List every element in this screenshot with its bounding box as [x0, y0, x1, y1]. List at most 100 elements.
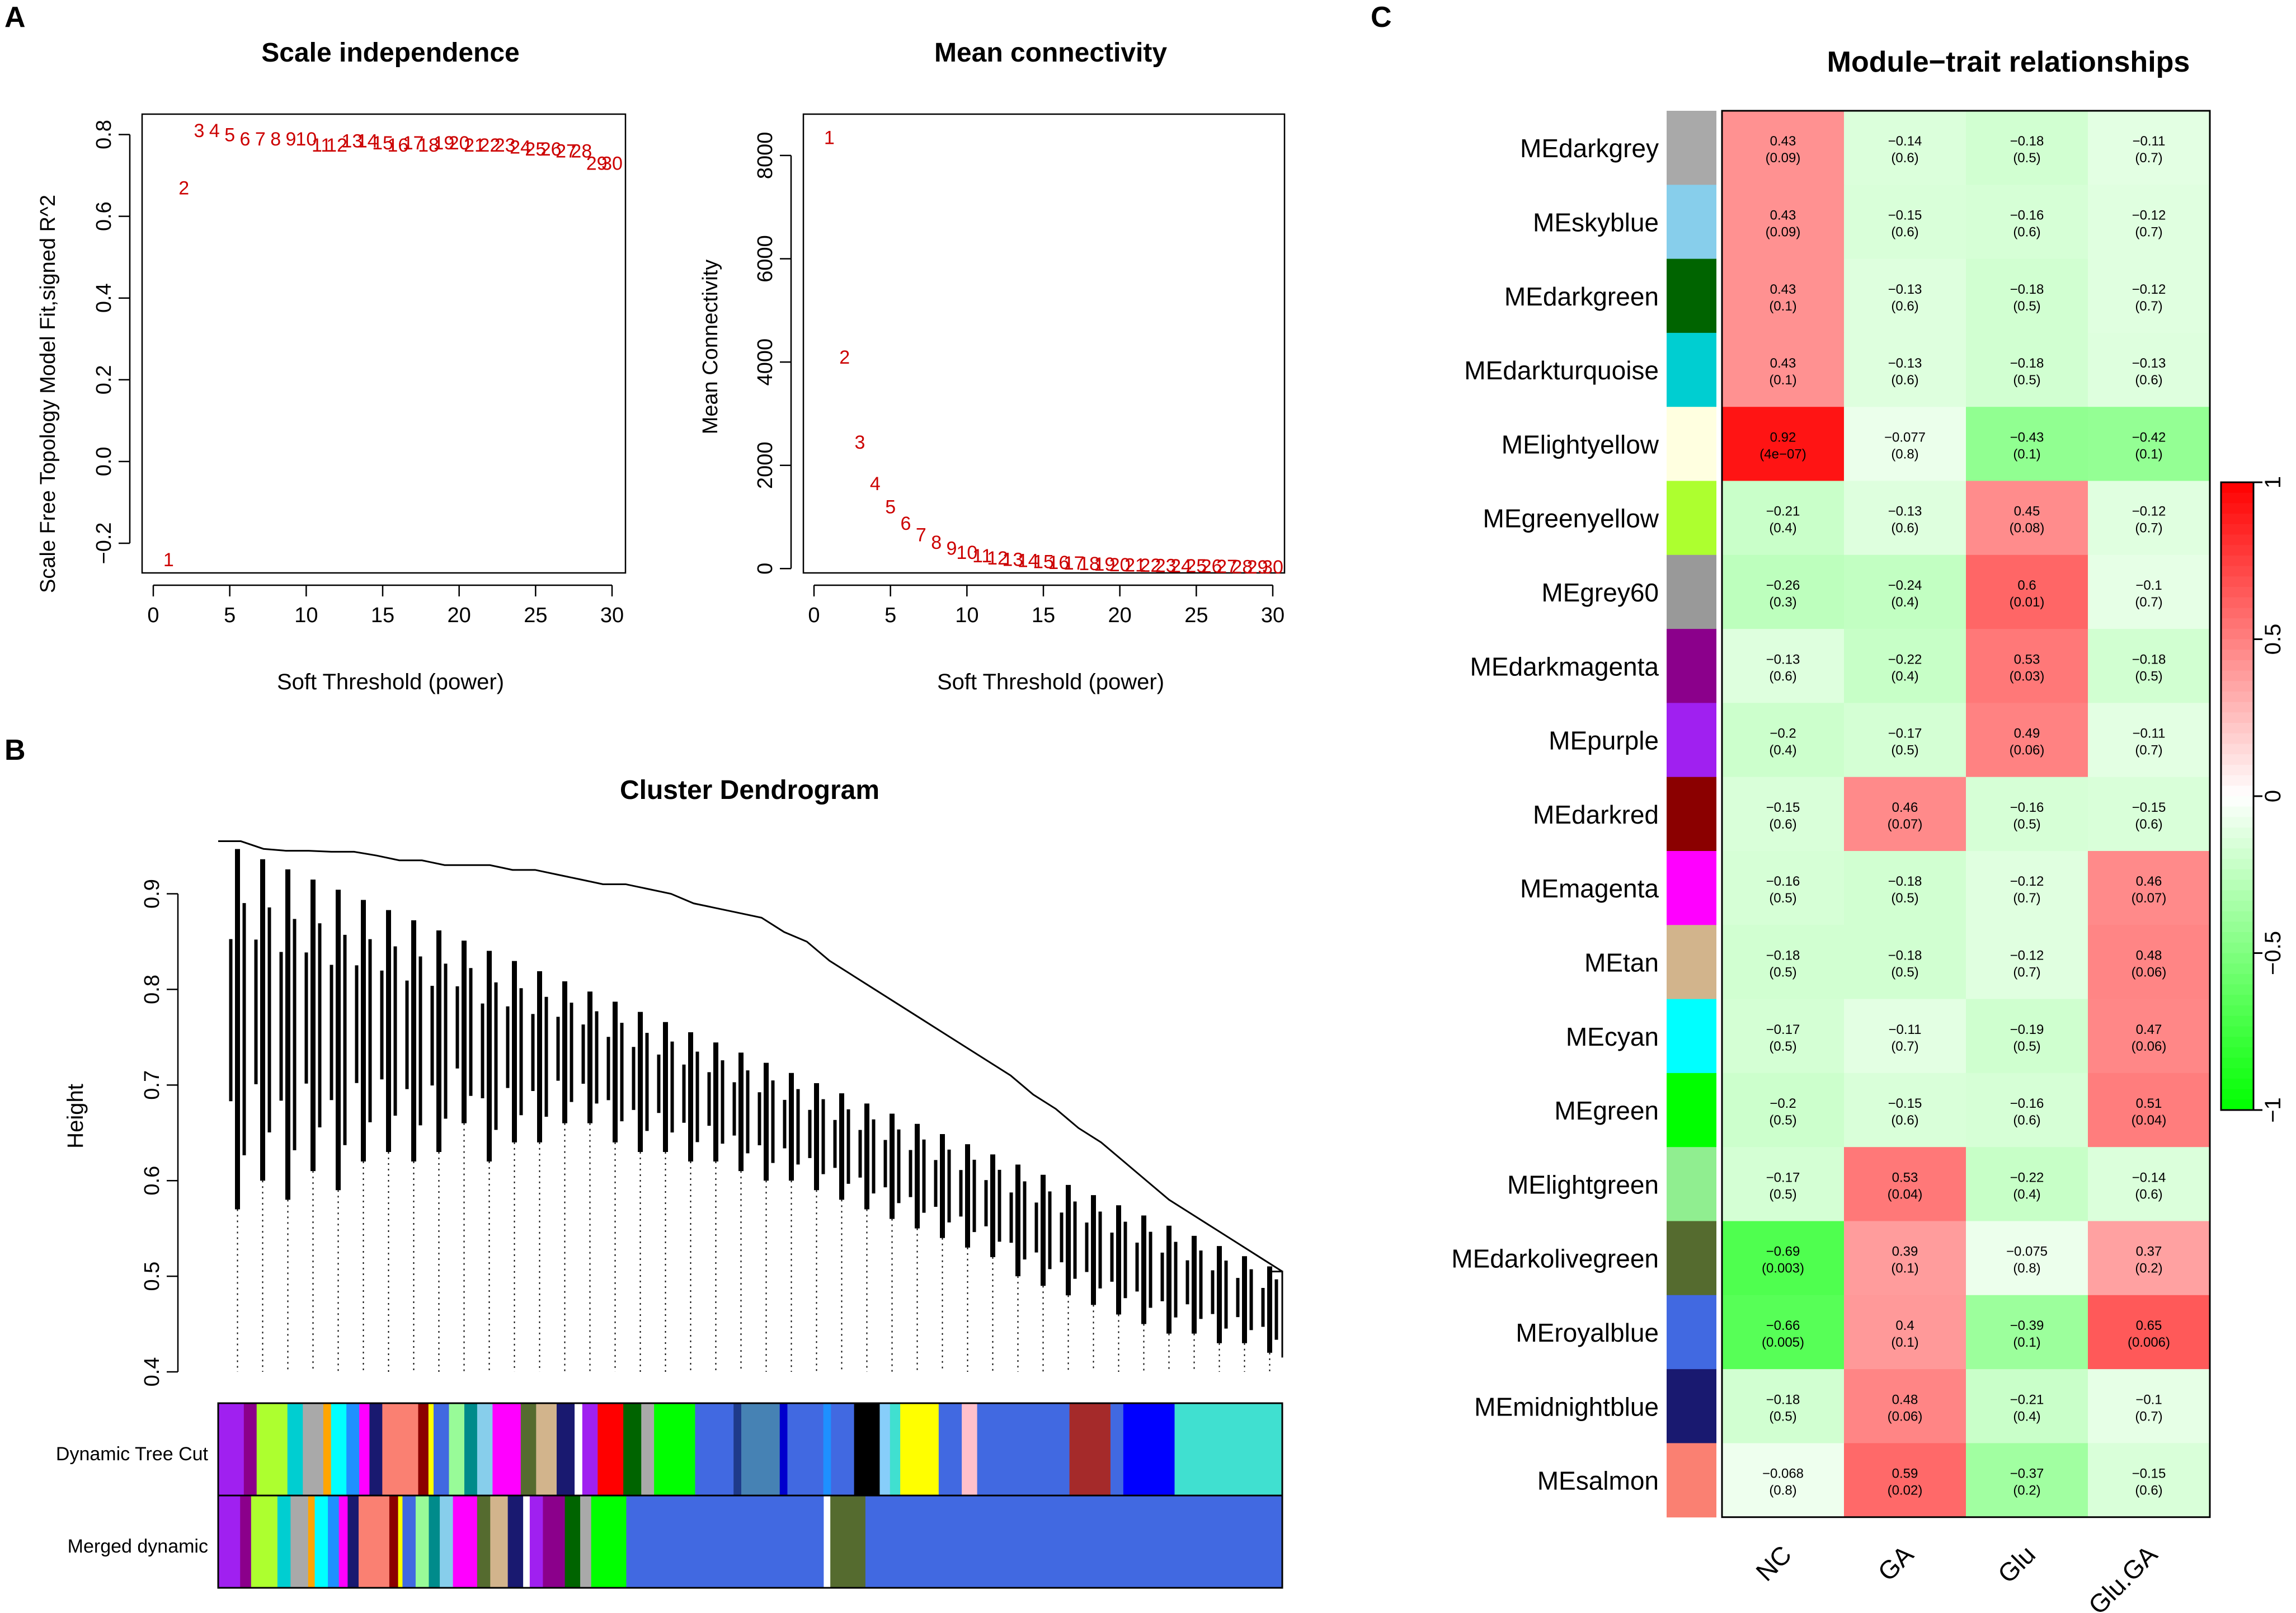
scale-independence-point-label: 3 [194, 120, 205, 142]
heatmap-cell-pvalue: (0.7) [2135, 299, 2162, 314]
mean-connectivity-point-label: 24 [1170, 556, 1192, 577]
scale-independence-x-tick-label: 20 [448, 604, 471, 627]
heatmap-cell [1844, 1221, 1966, 1296]
module-row-label: MEsalmon [1537, 1466, 1659, 1496]
module-trait-heatmap: Module−trait relationships MEdarkgrey 0.4… [1451, 46, 2285, 1613]
mean-connectivity-x-tick-label: 10 [955, 604, 978, 627]
colorbar-step [2221, 660, 2253, 671]
colorbar-step [2221, 1099, 2253, 1111]
heatmap-cell-value: 0.43 [1770, 134, 1796, 149]
heatmap-cell-pvalue: (0.005) [1762, 1335, 1804, 1350]
module-color-segment [358, 1496, 390, 1588]
module-row-label: MEskyblue [1533, 208, 1659, 237]
module-color-segment [641, 1403, 655, 1496]
scale-independence-point-label: 24 [510, 137, 531, 158]
colorbar-step [2221, 482, 2253, 493]
module-color-segment [626, 1496, 824, 1588]
heatmap-cell-value: −0.16 [1766, 874, 1800, 889]
heatmap-cell-value: −0.12 [2132, 504, 2166, 519]
dendrogram-ylabel: Height [63, 1084, 88, 1149]
colorbar-label-dynamic-tree-cut: Dynamic Tree Cut [56, 1443, 209, 1465]
heatmap-cell-value: −0.18 [2132, 652, 2166, 667]
mean-connectivity-x-tick-label: 0 [808, 604, 820, 627]
module-row-label: MEtan [1584, 948, 1659, 977]
heatmap-cell-pvalue: (0.6) [2013, 224, 2040, 239]
heatmap-cell-pvalue: (0.5) [1769, 1113, 1796, 1128]
mean-connectivity-point-label: 22 [1140, 555, 1161, 576]
colorbar-step [2221, 681, 2253, 692]
mean-connectivity-point-label: 28 [1231, 557, 1253, 578]
heatmap-cell-value: −0.19 [2010, 1022, 2044, 1037]
heatmap-cell-value: −0.11 [1889, 1022, 1922, 1037]
dendrogram-sub-branch [959, 1159, 976, 1233]
heatmap-cell-value: −0.21 [1766, 504, 1800, 519]
heatmap-cell-value: 0.48 [2136, 948, 2162, 963]
module-row-label: MEgrey60 [1541, 578, 1659, 607]
colorbar-step [2221, 890, 2253, 901]
heatmap-cell-pvalue: (0.7) [2135, 521, 2162, 536]
module-row-label: MElightgreen [1507, 1170, 1659, 1199]
heatmap-cell [2088, 777, 2210, 852]
module-row-label: MEdarkmagenta [1470, 652, 1659, 681]
heatmap-cell [1966, 111, 2088, 185]
heatmap-cell [1844, 1369, 1966, 1443]
module-row-label: MEmagenta [1520, 874, 1659, 903]
heatmap-cell-value: −0.15 [1888, 208, 1922, 223]
heatmap-cell-pvalue: (0.2) [2135, 1261, 2162, 1276]
heatmap-cell [1722, 1369, 1845, 1443]
scale-independence-point-label: 23 [495, 135, 516, 156]
heatmap-cell-value: −0.66 [1766, 1318, 1800, 1333]
module-swatch [1667, 111, 1716, 185]
heatmap-cell [2088, 258, 2210, 333]
heatmap-cell [1722, 258, 1845, 333]
colorbar-step [2221, 838, 2253, 849]
heatmap-cell-pvalue: (0.6) [2135, 817, 2162, 832]
heatmap-cell-value: 0.53 [1892, 1170, 1918, 1185]
colorbar-step [2221, 995, 2253, 1006]
module-swatch [1667, 1073, 1716, 1148]
module-row-label: MEcyan [1566, 1022, 1659, 1051]
dendrogram-sub-branch [531, 996, 548, 1117]
dendrogram-sub-branch [556, 1003, 573, 1102]
heatmap-cell-value: 0.43 [1770, 282, 1796, 297]
module-color-segment [520, 1403, 537, 1496]
heatmap-cell [1966, 1147, 2088, 1221]
mean-connectivity-y-tick-label: 6000 [754, 235, 777, 283]
colorbar-step [2221, 492, 2253, 504]
module-swatch [1667, 332, 1716, 407]
scale-independence-point-label: 19 [433, 133, 454, 154]
mean-connectivity-point-label: 23 [1155, 555, 1177, 576]
heatmap-cell-value: 0.46 [1892, 800, 1918, 815]
module-color-segment [328, 1496, 340, 1588]
heatmap-cell [1844, 1073, 1966, 1148]
heatmap-cell [1844, 111, 1966, 185]
heatmap-cell [2088, 1073, 2210, 1148]
colorbar-step [2221, 754, 2253, 765]
module-swatch [1667, 1295, 1716, 1370]
colorbar-step [2221, 1037, 2253, 1048]
heatmap-cell [1966, 851, 2088, 925]
module-color-segment [331, 1403, 347, 1496]
dendrogram-sub-branch [909, 1139, 926, 1213]
heatmap-cell-pvalue: (0.06) [2010, 743, 2045, 758]
heatmap-cell [1722, 777, 1845, 852]
colorbar-step [2221, 1005, 2253, 1017]
dendrogram-sub-branch [1034, 1191, 1052, 1269]
heatmap-cell-pvalue: (0.1) [1891, 1261, 1918, 1276]
heatmap-cell [1722, 1221, 1845, 1296]
heatmap-cell-value: −0.17 [1766, 1022, 1800, 1037]
heatmap-cell [1722, 111, 1845, 185]
heatmap-cell-pvalue: (0.5) [1769, 1187, 1796, 1202]
heatmap-cell-value: 0.92 [1770, 430, 1796, 445]
module-color-segment [823, 1403, 831, 1496]
module-color-segment [415, 1496, 430, 1588]
colorbar-step [2221, 901, 2253, 912]
colorbar-step [2221, 566, 2253, 577]
heatmap-cell [2088, 111, 2210, 185]
heatmap-cell-pvalue: (0.5) [1891, 891, 1918, 906]
heatmap-cell-value: −0.18 [2010, 282, 2044, 297]
heatmap-cell-pvalue: (0.5) [2013, 817, 2040, 832]
colorbar-step [2221, 744, 2253, 755]
scale-independence-point-label: 28 [571, 141, 592, 162]
dendrogram-sub-branch [581, 1011, 599, 1104]
